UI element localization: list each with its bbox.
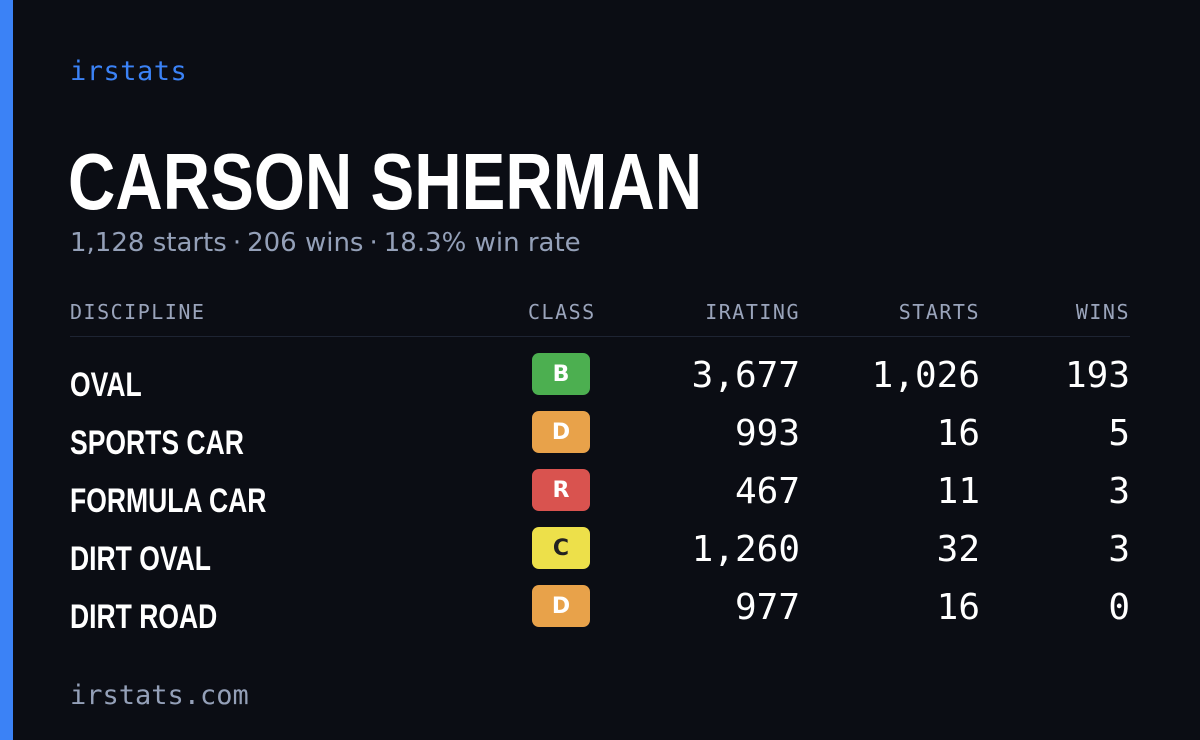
header-wins: WINS bbox=[1075, 300, 1130, 324]
irating-value: 993 bbox=[734, 413, 800, 454]
summary-separator: · bbox=[232, 228, 242, 258]
class-badge: B bbox=[532, 353, 590, 395]
summary-separator: · bbox=[369, 228, 378, 258]
table-body: OVAL B 3,677 1,026 193 SPORTS CAR D 993 … bbox=[70, 353, 1130, 643]
table-row: OVAL B 3,677 1,026 193 bbox=[70, 353, 1130, 411]
summary-win-rate: 18.3% win rate bbox=[383, 228, 581, 258]
discipline-name: SPORTS CAR bbox=[70, 424, 244, 462]
class-badge: R bbox=[532, 469, 590, 511]
table-row: DIRT OVAL C 1,260 32 3 bbox=[70, 527, 1130, 585]
table-row: DIRT ROAD D 977 16 0 bbox=[70, 585, 1130, 643]
footer-url: irstats.com bbox=[70, 680, 249, 711]
table-header: DISCIPLINE CLASS IRATING STARTS WINS bbox=[70, 296, 1130, 337]
wins-value: 193 bbox=[1064, 355, 1130, 396]
discipline-name: OVAL bbox=[70, 366, 142, 404]
summary-starts: 1,128 starts bbox=[70, 228, 227, 258]
wins-value: 3 bbox=[1108, 471, 1130, 512]
starts-value: 16 bbox=[936, 413, 980, 454]
discipline-name: DIRT OVAL bbox=[70, 540, 211, 578]
class-badge: D bbox=[532, 411, 590, 453]
discipline-name: DIRT ROAD bbox=[70, 598, 218, 636]
class-badge: D bbox=[532, 585, 590, 627]
wins-value: 3 bbox=[1108, 529, 1130, 570]
table-row: SPORTS CAR D 993 16 5 bbox=[70, 411, 1130, 469]
summary-wins: 206 wins bbox=[247, 228, 364, 258]
starts-value: 11 bbox=[936, 471, 980, 512]
class-badge: C bbox=[532, 527, 590, 569]
discipline-table: DISCIPLINE CLASS IRATING STARTS WINS OVA… bbox=[70, 296, 1130, 643]
header-irating: IRATING bbox=[705, 300, 800, 324]
starts-value: 32 bbox=[936, 529, 980, 570]
irating-value: 1,260 bbox=[691, 529, 800, 570]
irating-value: 467 bbox=[734, 471, 800, 512]
table-row: FORMULA CAR R 467 11 3 bbox=[70, 469, 1130, 527]
irating-value: 977 bbox=[734, 587, 800, 628]
starts-value: 1,026 bbox=[871, 355, 980, 396]
header-class: CLASS bbox=[528, 300, 596, 324]
accent-bar bbox=[0, 0, 13, 740]
wins-value: 0 bbox=[1108, 587, 1130, 628]
wins-value: 5 bbox=[1108, 413, 1130, 454]
player-name: CARSON SHERMAN bbox=[68, 137, 703, 226]
header-discipline: DISCIPLINE bbox=[70, 300, 206, 324]
discipline-name: FORMULA CAR bbox=[70, 482, 267, 520]
brand-logo: irstats bbox=[70, 56, 188, 87]
starts-value: 16 bbox=[936, 587, 980, 628]
player-summary: 1,128 starts · 206 wins · 18.3% win rate bbox=[70, 228, 581, 258]
irating-value: 3,677 bbox=[691, 355, 800, 396]
header-starts: STARTS bbox=[898, 300, 980, 324]
